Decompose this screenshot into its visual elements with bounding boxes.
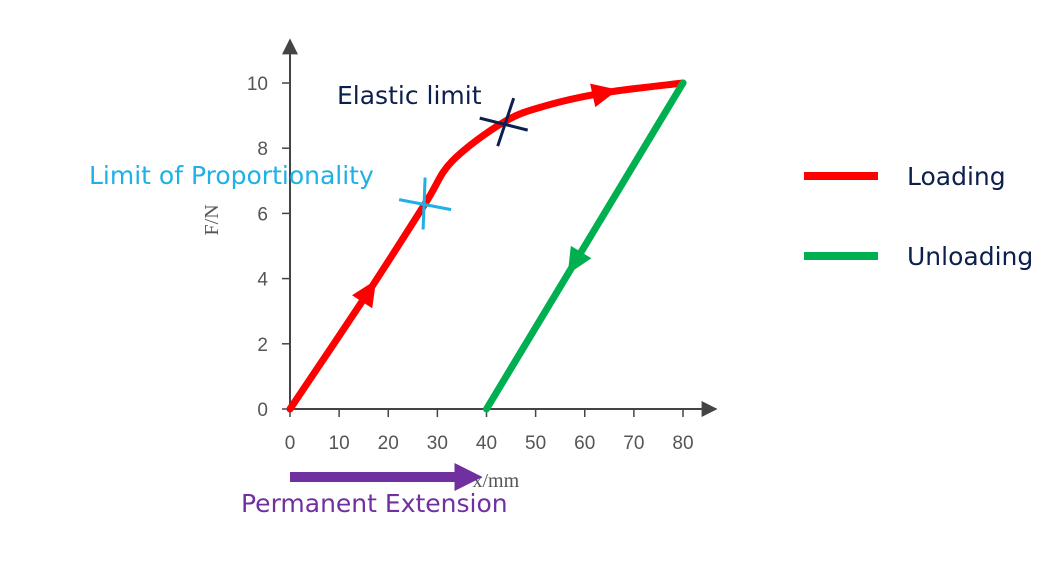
x-tick-label: 0 xyxy=(285,433,296,454)
x-tick-label: 70 xyxy=(623,433,644,454)
x-tick-label: 10 xyxy=(329,433,350,454)
limit-of-proportionality-label: Limit of Proportionality xyxy=(89,161,374,190)
direction-arrow-loading xyxy=(590,83,619,108)
direction-arrow-unloading xyxy=(567,245,592,275)
proportionality-limit-mark xyxy=(421,177,427,230)
legend-label-loading: Loading xyxy=(907,162,1006,191)
y-tick-label: 10 xyxy=(247,74,268,95)
series-line-unloading xyxy=(483,79,687,413)
y-axis-title: F/N xyxy=(201,204,223,235)
x-ticks: 0 10 20 30 40 50 60 70 80 xyxy=(285,409,694,454)
direction-arrow-loading xyxy=(352,279,377,309)
x-tick-label: 30 xyxy=(427,433,448,454)
y-tick-label: 6 xyxy=(257,204,268,225)
elastic-limit-mark xyxy=(496,97,516,147)
limit-marks xyxy=(398,97,529,230)
y-tick-label: 2 xyxy=(257,335,268,356)
y-tick-label: 0 xyxy=(257,400,268,421)
elastic-limit-label: Elastic limit xyxy=(337,81,482,110)
x-tick-label: 50 xyxy=(525,433,546,454)
permanent-extension-label: Permanent Extension xyxy=(241,489,508,518)
x-tick-label: 80 xyxy=(672,433,693,454)
legend-label-unloading: Unloading xyxy=(907,242,1033,271)
x-axis-title: x/mm xyxy=(473,470,520,492)
x-tick-label: 20 xyxy=(378,433,399,454)
series-line-loading xyxy=(286,79,687,413)
x-tick-label: 60 xyxy=(574,433,595,454)
y-ticks: 0 2 4 6 8 10 xyxy=(247,74,290,421)
permanent-extension-arrow xyxy=(290,463,483,491)
permanent-extension-head xyxy=(454,463,483,491)
x-tick-label: 40 xyxy=(476,433,497,454)
series-layer xyxy=(286,79,687,413)
y-tick-label: 8 xyxy=(257,139,268,160)
y-tick-label: 4 xyxy=(257,270,268,291)
legend: Loading Unloading xyxy=(804,162,1033,271)
